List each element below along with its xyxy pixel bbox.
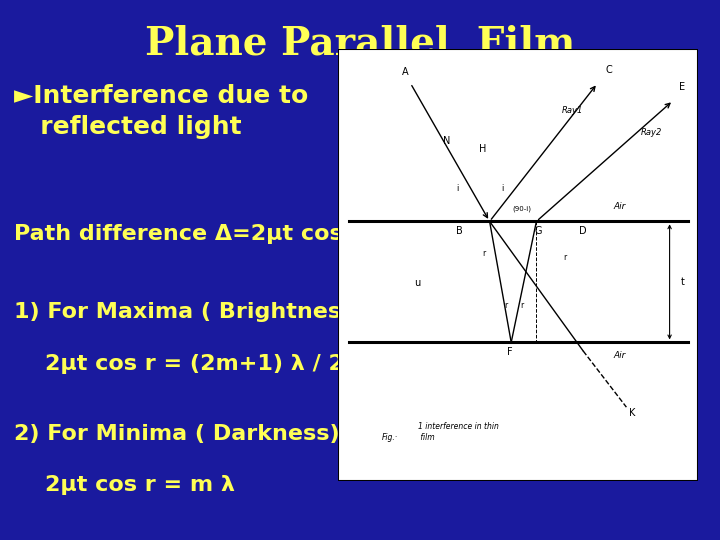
Text: ►Interference due to
   reflected light: ►Interference due to reflected light [14, 84, 309, 139]
Text: (90-i): (90-i) [513, 206, 531, 212]
Text: D: D [580, 226, 587, 237]
Text: C: C [605, 64, 612, 75]
Text: i: i [501, 184, 503, 193]
Text: 2μt cos r = m λ: 2μt cos r = m λ [14, 475, 235, 495]
Text: 1) For Maxima ( Brightness): 1) For Maxima ( Brightness) [14, 302, 365, 322]
Text: r: r [504, 301, 508, 310]
Text: 1 interference in thin
 film: 1 interference in thin film [418, 422, 498, 442]
Text: B: B [456, 226, 462, 237]
Text: Plane Parallel  Film: Plane Parallel Film [145, 24, 575, 62]
Text: 2) For Minima ( Darkness): 2) For Minima ( Darkness) [14, 424, 340, 444]
Text: K: K [629, 408, 635, 418]
Text: G: G [534, 226, 542, 237]
Text: Ray1: Ray1 [562, 106, 583, 116]
Text: r: r [564, 253, 567, 262]
Text: r: r [521, 301, 523, 310]
Text: Air: Air [613, 201, 626, 211]
Text: Ray2: Ray2 [641, 128, 662, 137]
Text: 2μt cos r = (2m+1) λ / 2: 2μt cos r = (2m+1) λ / 2 [14, 354, 344, 374]
Text: H: H [479, 144, 486, 154]
Text: F: F [507, 347, 512, 357]
Text: Air: Air [613, 351, 626, 360]
Text: u: u [415, 278, 420, 288]
Text: Fig.·: Fig.· [382, 433, 397, 442]
Text: r: r [482, 249, 486, 258]
Text: A: A [402, 66, 408, 77]
Text: t: t [680, 277, 684, 287]
Text: i: i [456, 184, 459, 193]
Text: E: E [679, 82, 685, 92]
Text: Path difference Δ=2μt cos r: Path difference Δ=2μt cos r [14, 224, 362, 244]
Text: N: N [443, 136, 450, 146]
